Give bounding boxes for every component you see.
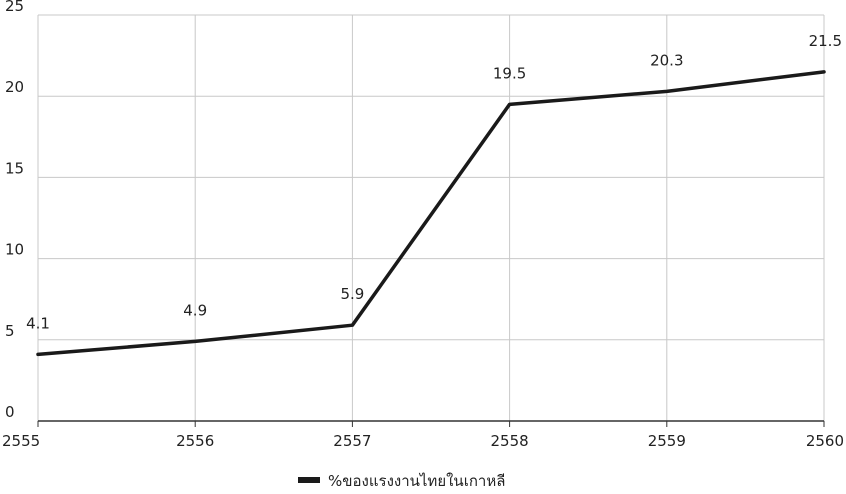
x-tick-label: 2559 [648,432,686,450]
y-tick-label: 25 [5,0,24,15]
x-tick-label: 2556 [176,432,214,450]
data-labels: 4.1 4.9 5.9 19.5 20.3 21.5 [26,32,842,333]
y-tick-label: 15 [5,159,24,177]
y-tick-label: 20 [5,78,24,96]
legend-swatch [298,477,320,483]
x-tick-label: 2560 [806,432,844,450]
grid [37,14,825,421]
y-tick-label: 0 [5,403,15,421]
data-label: 4.9 [183,301,207,319]
data-label: 5.9 [340,285,364,303]
legend: %ของแรงงานไทยในเกาหลี [298,472,505,490]
y-tick-label: 10 [5,241,24,259]
x-tick-label: 2557 [333,432,371,450]
data-label: 20.3 [650,51,683,69]
axes: 0 5 10 15 20 25 2555 2556 2557 2558 2559 2560 [2,0,844,450]
series-layer [36,70,826,357]
data-label: 19.5 [493,64,526,82]
x-tick-label: 2558 [491,432,529,450]
data-label: 21.5 [809,32,842,50]
data-label: 4.1 [26,314,50,332]
legend-label: %ของแรงงานไทยในเกาหลี [328,472,505,490]
y-tick-label: 5 [5,322,15,340]
series-line [36,70,826,357]
x-tick-label: 2555 [2,432,40,450]
